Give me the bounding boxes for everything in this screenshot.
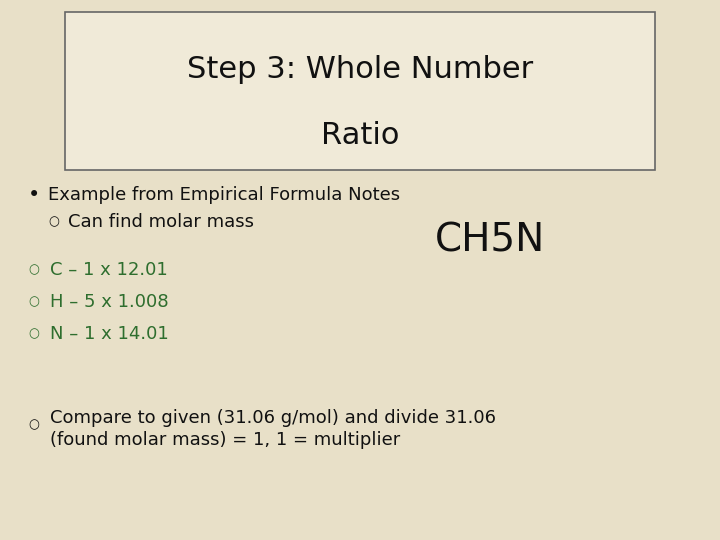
Text: ○: ○ [28,264,39,276]
FancyBboxPatch shape [65,12,655,170]
Text: (found molar mass) = 1, 1 = multiplier: (found molar mass) = 1, 1 = multiplier [50,431,400,449]
Text: Compare to given (31.06 g/mol) and divide 31.06: Compare to given (31.06 g/mol) and divid… [50,409,496,427]
Text: ○: ○ [28,295,39,308]
Text: Step 3: Whole Number: Step 3: Whole Number [187,56,533,84]
Text: Example from Empirical Formula Notes: Example from Empirical Formula Notes [48,186,400,204]
Text: ○: ○ [48,215,59,228]
Text: Can find molar mass: Can find molar mass [68,213,254,231]
Text: Ratio: Ratio [321,120,399,150]
Text: •: • [28,185,40,205]
Text: ○: ○ [28,327,39,341]
Text: C – 1 x 12.01: C – 1 x 12.01 [50,261,168,279]
Text: ○: ○ [28,418,39,431]
Text: N – 1 x 14.01: N – 1 x 14.01 [50,325,168,343]
Text: CH5N: CH5N [435,221,545,259]
Text: H – 5 x 1.008: H – 5 x 1.008 [50,293,168,311]
